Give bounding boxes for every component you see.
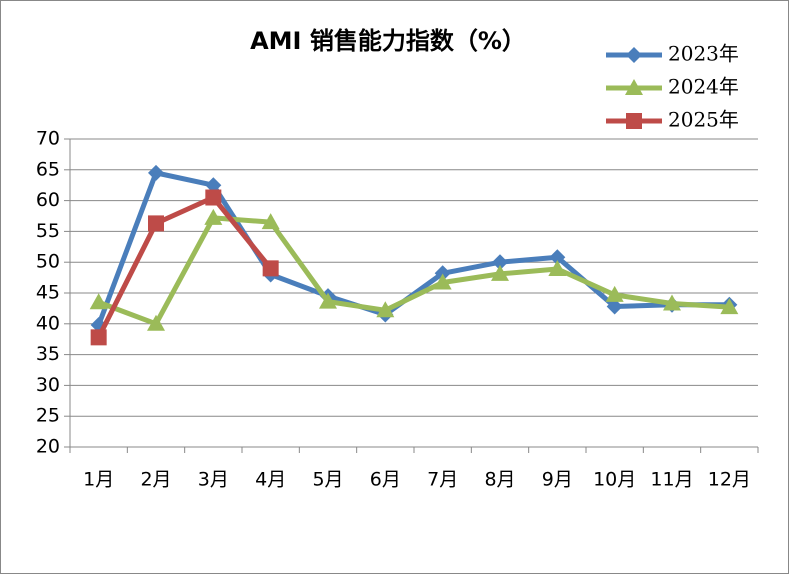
x-tick-label: 10月 [593,469,636,491]
legend-marker [625,79,643,95]
marker [262,260,279,277]
x-tick-label: 2月 [140,469,171,491]
legend-label: 2024年 [668,75,739,99]
y-tick-label: 65 [36,158,60,180]
x-tick-label: 12月 [708,469,751,491]
marker [205,177,222,194]
marker [148,215,164,232]
legend-marker [626,113,642,129]
marker [148,164,164,181]
marker [491,264,509,281]
marker [434,265,451,282]
marker [548,259,567,276]
y-tick-label: 50 [36,251,60,273]
y-tick-label: 35 [36,343,60,365]
legend-label: 2023年 [668,42,739,66]
y-tick-label: 30 [36,374,60,396]
marker [89,293,108,310]
marker [605,285,624,302]
marker [147,314,165,331]
marker [376,301,395,318]
marker [492,254,508,271]
x-tick-label: 8月 [484,469,515,491]
x-tick-label: 7月 [427,469,458,491]
series-line [97,215,730,327]
series-line [96,195,273,339]
y-tick-label: 55 [36,220,60,242]
marker [319,292,337,309]
x-tick-label: 11月 [650,469,693,491]
legend-label: 2025年 [668,108,739,132]
x-tick-label: 3月 [198,469,229,491]
x-tick-label: 6月 [370,469,401,491]
y-tick-label: 45 [36,282,60,304]
marker [433,273,452,290]
marker [663,294,681,311]
marker [261,213,280,230]
chart-title: AMI 销售能力指数（%） [250,27,526,55]
x-tick-label: 9月 [542,469,573,491]
y-tick-label: 20 [36,436,60,458]
x-tick-label: 4月 [255,469,286,491]
y-tick-label: 40 [36,312,60,334]
y-tick-label: 70 [36,128,60,150]
marker [549,249,566,266]
y-tick-label: 60 [36,189,60,211]
marker [90,329,107,346]
legend-marker [626,47,642,63]
marker [204,208,223,225]
marker [205,189,222,206]
x-tick-label: 1月 [83,469,114,491]
marker [720,298,739,315]
marker [606,298,623,315]
x-tick-label: 5月 [312,469,343,491]
y-tick-label: 25 [36,405,60,427]
